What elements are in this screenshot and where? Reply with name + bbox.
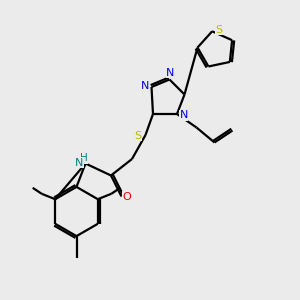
Text: N: N [166,68,175,78]
Text: H: H [80,153,88,163]
Text: O: O [122,191,131,202]
Text: N: N [75,158,83,168]
Text: S: S [215,25,222,35]
Text: N: N [179,110,188,121]
Text: S: S [134,130,142,141]
Text: N: N [141,80,150,91]
